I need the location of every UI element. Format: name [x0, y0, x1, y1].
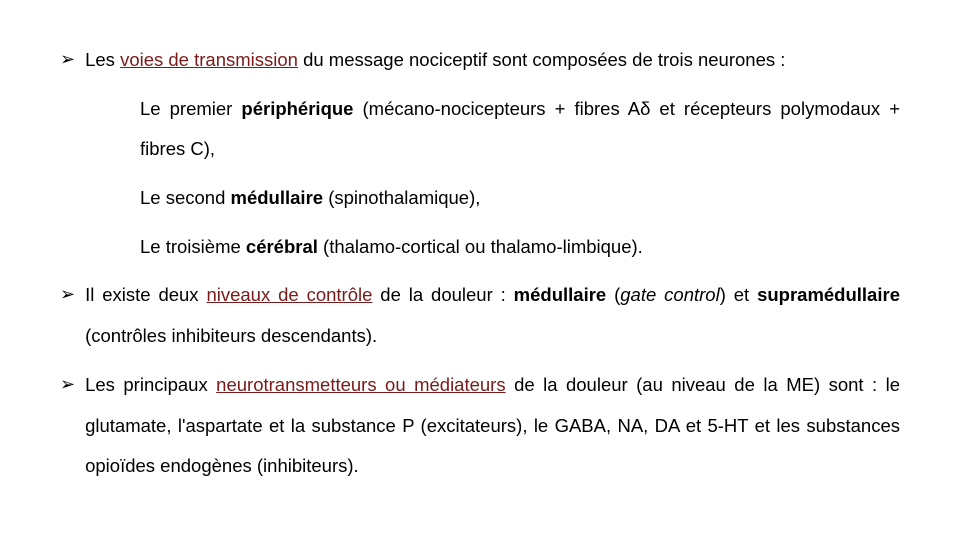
bold-term: médullaire [514, 284, 607, 305]
sub-lead: Le second [140, 187, 231, 208]
text-run: de la douleur : [372, 284, 513, 305]
sub-term: périphérique [241, 98, 353, 119]
bold-term: supramédullaire [757, 284, 900, 305]
text-run: Les principaux [85, 374, 216, 395]
bullet-marker-icon: ➢ [60, 365, 75, 405]
bullet-marker-icon: ➢ [60, 40, 75, 80]
sub-rest: (thalamo-cortical ou thalamo-limbique). [318, 236, 643, 257]
text-run: (contrôles inhibiteurs descendants). [85, 325, 377, 346]
bullet-item: ➢ Les principaux neurotransmetteurs ou m… [60, 365, 900, 487]
bullet-text: Il existe deux niveaux de contrôle de la… [85, 275, 900, 356]
sub-item: Le troisième cérébral (thalamo-cortical … [140, 227, 900, 268]
key-phrase: neurotransmetteurs ou médiateurs [216, 374, 505, 395]
key-phrase: niveaux de contrôle [206, 284, 372, 305]
text-run: Il existe deux [85, 284, 206, 305]
bullet-item: ➢ Il existe deux niveaux de contrôle de … [60, 275, 900, 356]
text-run: ( [606, 284, 620, 305]
bullet-item: ➢ Les voies de transmission du message n… [60, 40, 900, 81]
sub-term: cérébral [246, 236, 318, 257]
sub-rest: (spinothalamique), [323, 187, 480, 208]
sub-lead: Le premier [140, 98, 241, 119]
text-suffix: du message nociceptif sont composées de … [298, 49, 785, 70]
text-prefix: Les [85, 49, 120, 70]
sub-term: médullaire [231, 187, 324, 208]
sub-item: Le second médullaire (spinothalamique), [140, 178, 900, 219]
key-phrase: voies de transmission [120, 49, 298, 70]
sub-lead: Le troisième [140, 236, 246, 257]
italic-term: gate control [620, 284, 719, 305]
bullet-marker-icon: ➢ [60, 275, 75, 315]
sub-item: Le premier périphérique (mécano-nocicept… [140, 89, 900, 170]
document-page: ➢ Les voies de transmission du message n… [0, 0, 960, 515]
bullet-text: Les voies de transmission du message noc… [85, 40, 900, 81]
text-run: ) et [720, 284, 757, 305]
bullet-text: Les principaux neurotransmetteurs ou méd… [85, 365, 900, 487]
